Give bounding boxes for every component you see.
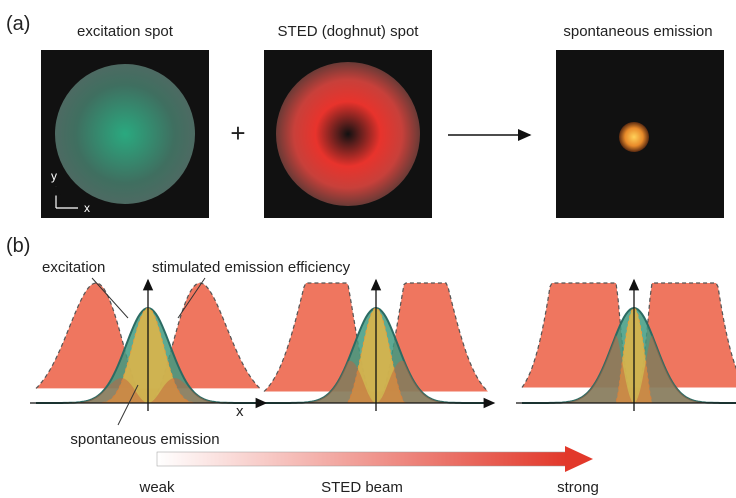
image-title: excitation spot bbox=[77, 23, 174, 40]
profile-plot bbox=[30, 280, 266, 411]
label: spontaneous emission bbox=[70, 431, 219, 448]
label: stimulated emission efficiency bbox=[152, 259, 351, 276]
image-title: spontaneous emission bbox=[563, 23, 712, 40]
panel-a: (a) excitation spot STED (doghnut) spot … bbox=[6, 13, 724, 218]
scale-label: weak bbox=[138, 479, 175, 496]
plus: + bbox=[230, 118, 245, 148]
profile-plot bbox=[258, 280, 494, 411]
axis-label: x bbox=[236, 403, 244, 420]
scale-label: strong bbox=[557, 479, 599, 496]
excitation-spot bbox=[55, 64, 195, 204]
beam-bar bbox=[157, 452, 567, 466]
image-title: STED (doghnut) spot bbox=[278, 23, 420, 40]
axis-label: y bbox=[51, 169, 57, 183]
sted-spot bbox=[276, 62, 420, 206]
label: excitation bbox=[42, 259, 105, 276]
profile-plot bbox=[516, 280, 736, 411]
panel-label: (a) bbox=[6, 13, 30, 35]
panel-label: (b) bbox=[6, 235, 30, 257]
scale-label: STED beam bbox=[321, 479, 403, 496]
figure: (a) excitation spot STED (doghnut) spot … bbox=[0, 0, 736, 498]
axis-label: x bbox=[84, 201, 90, 215]
beam-arrowhead bbox=[565, 446, 593, 472]
emission-spot bbox=[619, 122, 649, 152]
panel-b: (b) excitation stimulated emission effic… bbox=[6, 235, 736, 496]
